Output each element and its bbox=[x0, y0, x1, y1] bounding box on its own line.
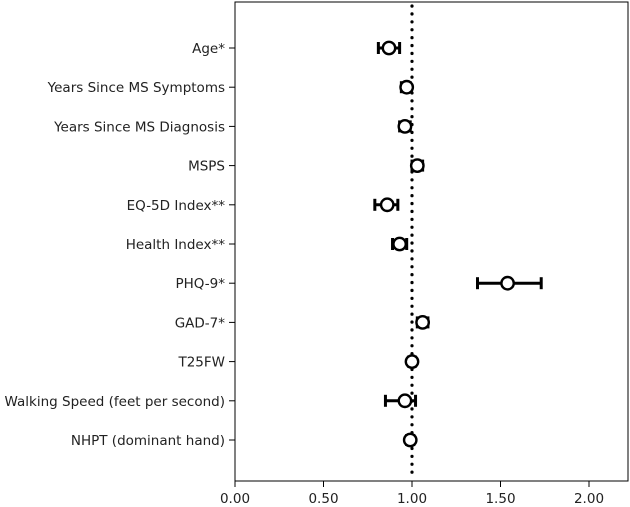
plot-border bbox=[234, 1, 629, 482]
forest-row: GAD-7* bbox=[175, 314, 431, 331]
plot-frame bbox=[234, 1, 629, 482]
row-label: GAD-7* bbox=[175, 315, 226, 331]
forest-row: Walking Speed (feet per second) bbox=[5, 393, 418, 410]
x-axis: 0.00 0.50 1.00 1.50 2.00 bbox=[220, 481, 604, 507]
row-label: MSPS bbox=[188, 159, 225, 175]
row-label: NHPT (dominant hand) bbox=[71, 433, 225, 449]
estimate-marker bbox=[500, 275, 515, 291]
row-label: Years Since MS Diagnosis bbox=[53, 119, 225, 135]
estimate-marker bbox=[397, 119, 413, 134]
forest-row: NHPT (dominant hand) bbox=[71, 432, 418, 449]
row-label: Age* bbox=[192, 41, 225, 57]
estimate-marker bbox=[392, 236, 408, 252]
row-label: Years Since MS Symptoms bbox=[47, 80, 225, 96]
row-label: Walking Speed (feet per second) bbox=[5, 394, 225, 410]
estimate-marker bbox=[409, 158, 425, 174]
row-label: PHQ-9* bbox=[175, 276, 225, 292]
x-tick-label: 1.00 bbox=[397, 491, 427, 507]
forest-row: T25FW bbox=[177, 354, 420, 371]
estimate-marker bbox=[415, 314, 431, 330]
estimate-marker bbox=[381, 40, 397, 56]
forest-row: MSPS bbox=[188, 158, 425, 175]
x-tick-label: 2.00 bbox=[574, 491, 604, 507]
x-tick-label: 1.50 bbox=[485, 491, 515, 507]
forest-rows: Age* Years Since MS Symptoms Years Since M… bbox=[5, 40, 543, 449]
x-tick-label: 0.00 bbox=[220, 491, 250, 507]
row-label: EQ-5D Index** bbox=[127, 198, 226, 214]
forest-row: PHQ-9* bbox=[175, 275, 543, 292]
row-label: Health Index** bbox=[126, 237, 226, 253]
forest-row: Health Index** bbox=[126, 236, 409, 253]
estimate-marker bbox=[399, 79, 415, 95]
forest-row: Years Since MS Symptoms bbox=[47, 79, 415, 96]
estimate-marker bbox=[402, 432, 418, 448]
forest-row: EQ-5D Index** bbox=[127, 197, 400, 214]
forest-row: Age* bbox=[192, 40, 402, 57]
estimate-marker bbox=[397, 393, 413, 409]
row-label: T25FW bbox=[177, 355, 225, 371]
estimate-marker bbox=[379, 197, 395, 213]
forest-row: Years Since MS Diagnosis bbox=[53, 119, 413, 135]
estimate-marker bbox=[404, 354, 420, 369]
x-tick-label: 0.50 bbox=[308, 491, 338, 507]
